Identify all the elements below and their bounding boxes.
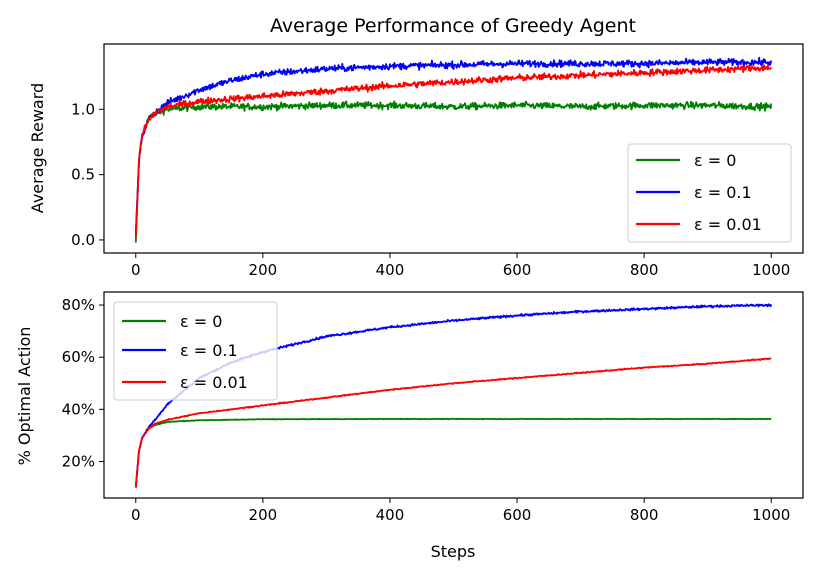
y-tick-label: 40% bbox=[62, 400, 95, 418]
x-axis: 0 200 400 600 800 1000 bbox=[131, 498, 790, 524]
legend-entry: ε = 0.1 bbox=[180, 341, 238, 360]
x-tick-label: 0 bbox=[131, 506, 141, 524]
series-line-eps-0-01 bbox=[134, 64, 773, 238]
x-tick-label: 200 bbox=[249, 261, 278, 279]
legend-entry: ε = 0 bbox=[694, 151, 736, 170]
x-tick-label: 1000 bbox=[752, 261, 790, 279]
legend-entry: ε = 0.01 bbox=[180, 373, 248, 392]
x-tick-label: 600 bbox=[503, 261, 532, 279]
series-line-eps-0-01 bbox=[134, 357, 772, 488]
x-axis: 0 200 400 600 800 1000 bbox=[131, 253, 790, 279]
x-tick-label: 800 bbox=[630, 506, 659, 524]
y-axis: 20% 40% 60% 80% bbox=[62, 296, 104, 470]
y-tick-label: 80% bbox=[62, 296, 95, 314]
y-axis-label: Average Reward bbox=[28, 83, 47, 213]
x-tick-label: 400 bbox=[376, 261, 405, 279]
legend-entry: ε = 0 bbox=[180, 312, 222, 331]
series-line-eps-0-1 bbox=[134, 56, 773, 234]
plot-frame bbox=[103, 43, 804, 254]
x-tick-label: 800 bbox=[630, 261, 659, 279]
legend: ε = 0 ε = 0.1 ε = 0.01 bbox=[113, 301, 278, 401]
y-axis: 0.0 0.5 1.0 bbox=[71, 100, 104, 249]
plot-frame bbox=[103, 291, 804, 499]
legend-box bbox=[113, 301, 278, 401]
x-tick-label: 1000 bbox=[752, 506, 790, 524]
y-tick-label: 0.5 bbox=[71, 166, 95, 184]
legend-entry: ε = 0.1 bbox=[694, 183, 752, 202]
y-tick-label: 60% bbox=[62, 348, 95, 366]
chart-title: Average Performance of Greedy Agent bbox=[270, 15, 636, 37]
series-lines bbox=[134, 56, 773, 243]
x-tick-label: 200 bbox=[249, 506, 278, 524]
legend-entry: ε = 0.01 bbox=[694, 215, 762, 234]
series-line-eps-0 bbox=[134, 417, 772, 488]
x-axis-label: Steps bbox=[431, 542, 476, 561]
x-tick-label: 0 bbox=[131, 261, 141, 279]
x-tick-label: 400 bbox=[376, 506, 405, 524]
reward-chart: Average Performance of Greedy Agent 0 200… bbox=[28, 15, 804, 279]
y-tick-label: 0.0 bbox=[71, 231, 95, 249]
x-tick-label: 600 bbox=[503, 506, 532, 524]
legend: ε = 0 ε = 0.1 ε = 0.01 bbox=[627, 143, 792, 243]
y-tick-label: 1.0 bbox=[71, 100, 95, 118]
optimal-action-chart: 0 200 400 600 800 1000 20% 40% 60% 80% % Optimal… bbox=[15, 291, 804, 561]
y-tick-label: 20% bbox=[62, 452, 95, 470]
series-line-eps-0 bbox=[134, 100, 773, 243]
legend-box bbox=[627, 143, 792, 243]
y-axis-label: % Optimal Action bbox=[15, 327, 34, 466]
